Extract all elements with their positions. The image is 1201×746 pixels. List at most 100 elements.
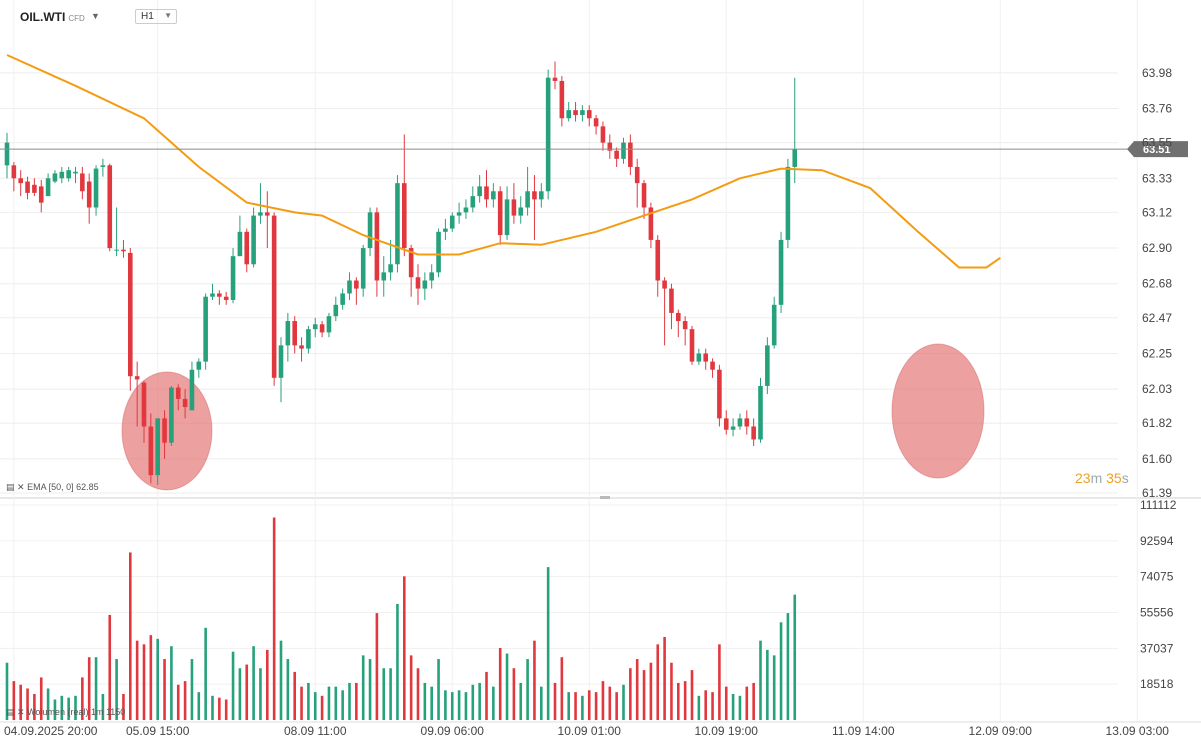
candle[interactable] xyxy=(312,317,318,338)
candle[interactable] xyxy=(771,296,777,349)
candle[interactable] xyxy=(785,158,791,249)
candle[interactable] xyxy=(621,137,626,164)
ema-legend[interactable]: ▤ ✕ EMA [50, 0] 62.85 xyxy=(6,482,99,493)
candle[interactable] xyxy=(237,215,243,257)
candle[interactable] xyxy=(463,199,469,219)
candle[interactable] xyxy=(59,166,65,184)
candle[interactable] xyxy=(566,102,571,122)
candle[interactable] xyxy=(634,158,640,208)
candle[interactable] xyxy=(573,102,578,122)
candle[interactable] xyxy=(271,212,277,386)
candle[interactable] xyxy=(600,121,606,151)
candle[interactable] xyxy=(306,325,311,354)
candle[interactable] xyxy=(737,413,743,430)
candle[interactable] xyxy=(347,272,352,300)
candle[interactable] xyxy=(326,312,332,338)
candle[interactable] xyxy=(388,239,393,281)
candle[interactable] xyxy=(210,283,215,300)
candle[interactable] xyxy=(730,418,736,437)
candle[interactable] xyxy=(182,389,188,419)
candle[interactable] xyxy=(607,134,613,159)
candle[interactable] xyxy=(758,377,763,443)
candle[interactable] xyxy=(374,207,380,297)
settings-icon[interactable]: ▤ xyxy=(6,707,15,717)
candle[interactable] xyxy=(66,166,71,182)
panel-resize-handle[interactable] xyxy=(600,496,610,499)
candle[interactable] xyxy=(703,348,708,370)
candle[interactable] xyxy=(586,105,592,127)
candle[interactable] xyxy=(580,105,585,122)
candle[interactable] xyxy=(593,115,599,135)
candle[interactable] xyxy=(251,207,256,268)
candle[interactable] xyxy=(162,410,167,459)
candle[interactable] xyxy=(723,410,729,435)
volume-legend[interactable]: ▤ ✕ Wolumen (real) 1m 1150 xyxy=(6,707,125,718)
timeframe-select[interactable]: H1 ▼ xyxy=(135,9,177,24)
candle[interactable] xyxy=(86,173,92,224)
candle[interactable] xyxy=(477,175,482,203)
candle[interactable] xyxy=(360,244,366,297)
candle[interactable] xyxy=(525,166,530,216)
candle[interactable] xyxy=(395,175,400,273)
candle[interactable] xyxy=(4,132,10,179)
candle[interactable] xyxy=(292,316,297,354)
close-icon[interactable]: ✕ xyxy=(17,707,25,717)
candle[interactable] xyxy=(559,76,565,127)
candle[interactable] xyxy=(285,312,291,362)
candle[interactable] xyxy=(230,248,236,304)
chevron-down-icon[interactable]: ▼ xyxy=(91,11,100,21)
candle[interactable] xyxy=(689,325,695,365)
candle[interactable] xyxy=(354,277,359,305)
candle[interactable] xyxy=(169,385,174,446)
candle[interactable] xyxy=(641,179,647,219)
candle[interactable] xyxy=(265,191,270,249)
candle[interactable] xyxy=(107,163,113,252)
candle[interactable] xyxy=(682,316,688,346)
candle[interactable] xyxy=(614,147,619,167)
close-icon[interactable]: ✕ xyxy=(17,482,25,492)
candle[interactable] xyxy=(175,384,181,411)
candle[interactable] xyxy=(470,186,476,213)
candle[interactable] xyxy=(449,212,455,232)
candle[interactable] xyxy=(484,170,489,208)
candle[interactable] xyxy=(504,186,510,240)
candle[interactable] xyxy=(38,179,44,213)
candle[interactable] xyxy=(518,196,524,224)
candle[interactable] xyxy=(778,231,784,313)
candle[interactable] xyxy=(381,256,387,297)
candle[interactable] xyxy=(422,272,428,300)
candle[interactable] xyxy=(52,170,58,184)
candle[interactable] xyxy=(244,228,250,273)
candle[interactable] xyxy=(662,277,667,346)
candle[interactable] xyxy=(765,337,770,395)
candle[interactable] xyxy=(669,283,674,330)
candle[interactable] xyxy=(45,173,51,197)
candle[interactable] xyxy=(456,202,462,224)
candle[interactable] xyxy=(148,413,154,484)
candle[interactable] xyxy=(511,183,517,224)
candle[interactable] xyxy=(217,290,222,305)
candle[interactable] xyxy=(792,77,798,184)
candle[interactable] xyxy=(415,264,421,305)
candle[interactable] xyxy=(333,296,339,322)
candle[interactable] xyxy=(196,358,202,378)
candle[interactable] xyxy=(402,134,407,257)
symbol-selector[interactable]: OIL.WTI CFD xyxy=(20,10,85,24)
candle[interactable] xyxy=(340,288,345,310)
candle[interactable] xyxy=(73,166,78,184)
candle[interactable] xyxy=(408,244,414,297)
candle[interactable] xyxy=(710,358,715,378)
candle[interactable] xyxy=(18,170,23,197)
candle[interactable] xyxy=(532,175,537,240)
candle[interactable] xyxy=(258,183,263,224)
candle[interactable] xyxy=(491,183,496,208)
candle[interactable] xyxy=(443,218,448,240)
candle[interactable] xyxy=(278,337,284,403)
candle[interactable] xyxy=(497,186,503,245)
candle[interactable] xyxy=(676,309,681,338)
candle[interactable] xyxy=(203,293,208,370)
candle[interactable] xyxy=(189,361,195,411)
candle[interactable] xyxy=(100,158,106,177)
candle[interactable] xyxy=(696,348,702,365)
